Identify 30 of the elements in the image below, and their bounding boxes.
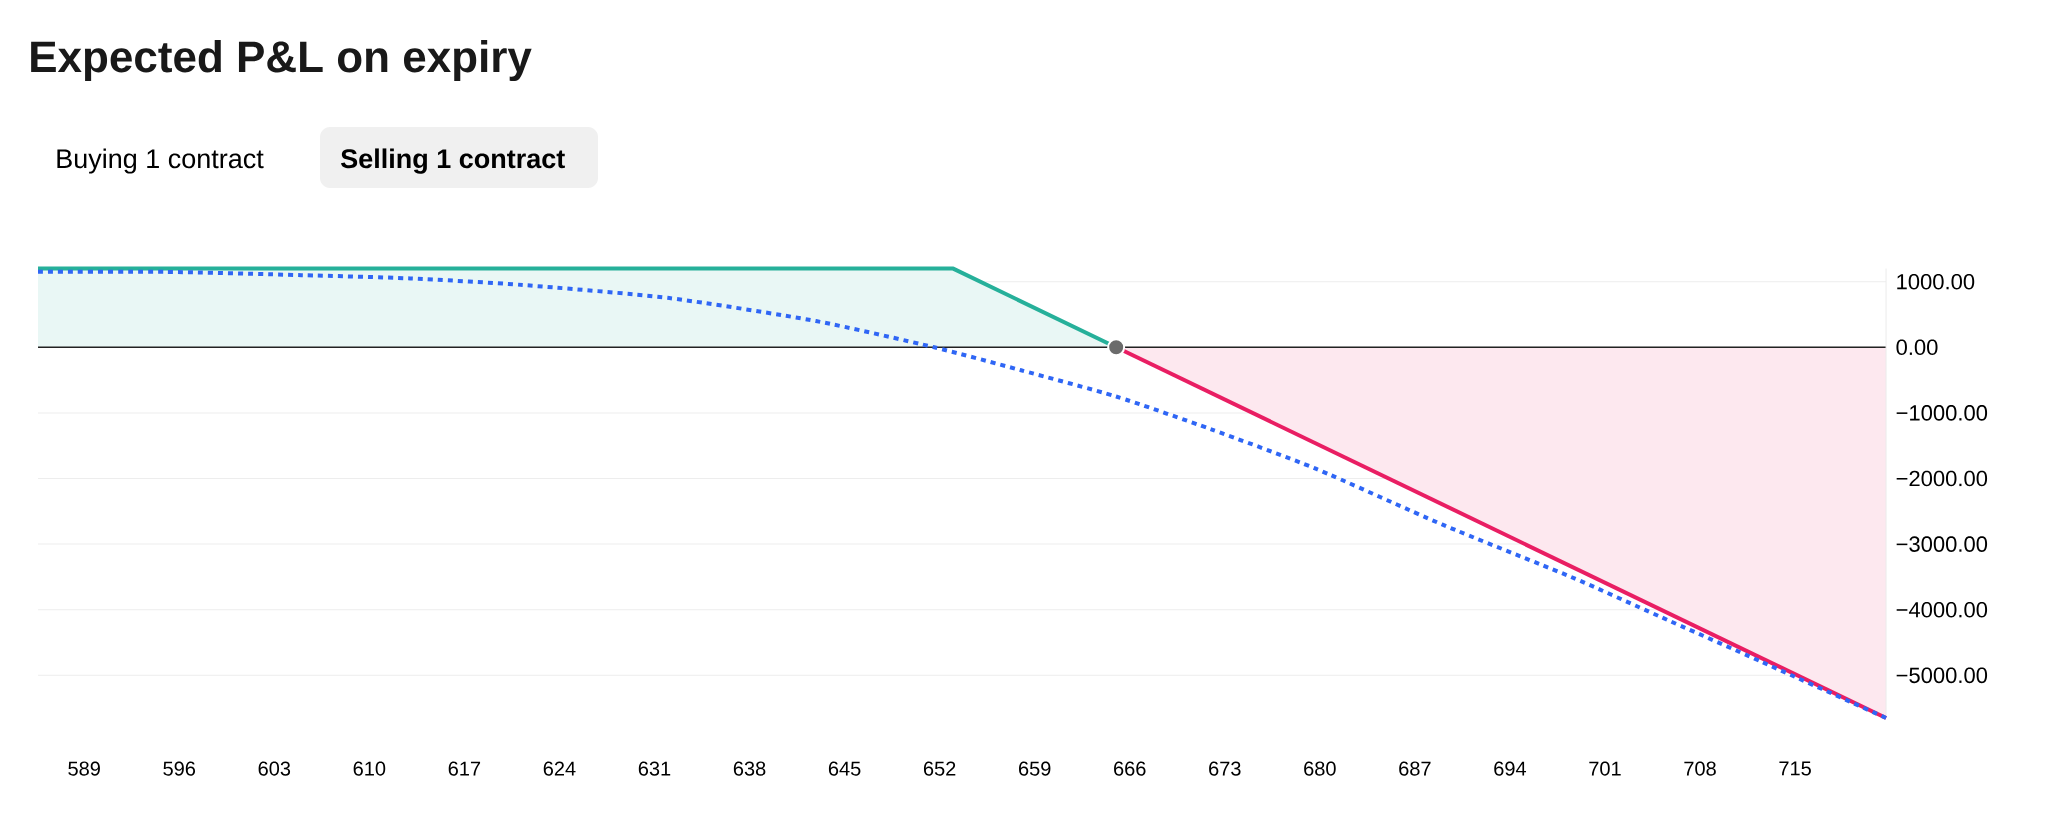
x-tick-label: 694: [1494, 761, 1527, 776]
x-tick-label: 589: [68, 761, 100, 776]
x-tick-label: 687: [1399, 761, 1431, 776]
x-tick-label: 631: [638, 761, 671, 776]
x-tick-label: 624: [543, 761, 576, 776]
x-tick-label: 659: [1019, 761, 1051, 776]
y-tick-label: −2000.00: [1896, 470, 1988, 487]
x-tick-label: 680: [1304, 761, 1336, 776]
x-tick-label: 596: [163, 761, 196, 776]
x-tick-label: 645: [828, 761, 861, 776]
y-tick-label: 0.00: [1896, 339, 1938, 356]
x-tick-label: 610: [353, 761, 386, 776]
x-tick-label: 701: [1589, 761, 1621, 776]
line-series: [36, 269, 1889, 720]
x-tick-label: 652: [923, 761, 956, 776]
x-tick-label: 708: [1684, 761, 1716, 776]
chart-title: Expected P&L on expiry: [31, 40, 532, 82]
x-tick-label: 638: [733, 761, 766, 776]
text: Buying 1 contract: [57, 148, 264, 174]
y-tick-label: −5000.00: [1896, 667, 1988, 684]
x-tick-label: 715: [1779, 761, 1811, 776]
y-tick-label: 1000.00: [1897, 273, 1975, 290]
x-tick-label: 603: [258, 761, 291, 776]
y-tick-label: −1000.00: [1896, 405, 1988, 421]
x-tick-label: 617: [448, 761, 481, 776]
x-tick-label: 666: [1114, 761, 1146, 776]
y-tick-label: −4000.00: [1896, 601, 1988, 618]
text: Selling 1 contract: [340, 148, 565, 174]
x-tick-label: 673: [1209, 761, 1241, 776]
y-tick-label: −3000.00: [1896, 536, 1988, 552]
